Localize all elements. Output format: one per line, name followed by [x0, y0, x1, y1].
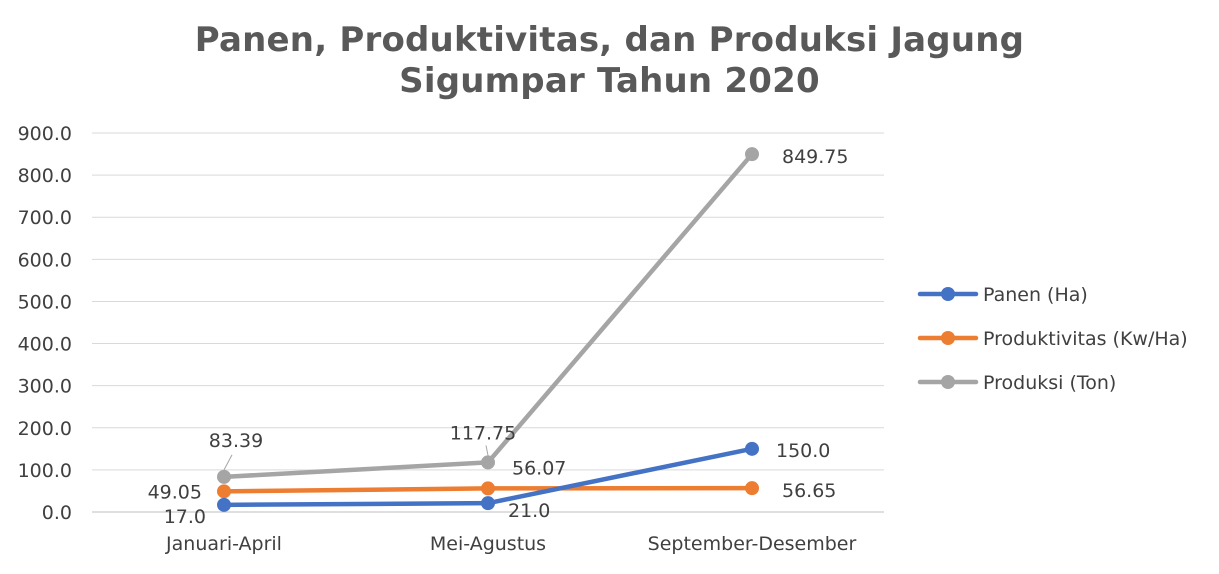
legend-marker — [941, 331, 955, 345]
data-label: 83.39 — [209, 430, 263, 452]
leader-line — [223, 454, 233, 471]
data-label: 17.0 — [164, 506, 206, 528]
y-tick-label: 500.0 — [18, 291, 72, 313]
y-tick-label: 900.0 — [18, 123, 72, 145]
y-tick-label: 300.0 — [18, 376, 72, 398]
data-point — [481, 496, 495, 511]
legend-label: Produksi (Ton) — [983, 372, 1116, 394]
data-label: 49.05 — [148, 481, 202, 503]
data-label: 849.75 — [782, 146, 848, 168]
data-point — [217, 497, 231, 512]
y-tick-label: 600.0 — [18, 249, 72, 271]
data-label: 21.0 — [508, 500, 550, 522]
y-tick-label: 800.0 — [18, 165, 72, 187]
y-tick-label: 0.0 — [42, 502, 72, 524]
data-label: 117.75 — [450, 422, 516, 444]
legend-marker — [941, 287, 955, 301]
y-tick-label: 700.0 — [18, 207, 72, 229]
data-point — [745, 147, 759, 162]
y-tick-label: 400.0 — [18, 334, 72, 356]
x-tick-label: Januari-April — [165, 533, 282, 555]
data-point — [745, 441, 759, 456]
data-point — [481, 481, 495, 496]
x-tick-label: September-Desember — [648, 533, 857, 555]
data-point — [217, 484, 231, 499]
data-point — [745, 481, 759, 496]
data-point — [217, 469, 231, 484]
x-tick-label: Mei-Agustus — [430, 533, 546, 555]
chart-title-line-1: Panen, Produktivitas, dan Produksi Jagun… — [194, 20, 1025, 60]
data-label: 150.0 — [776, 440, 830, 462]
data-label: 56.07 — [512, 457, 566, 479]
legend-marker — [941, 375, 955, 389]
legend-label: Produktivitas (Kw/Ha) — [983, 328, 1188, 350]
data-label: 56.65 — [782, 480, 836, 502]
legend-label: Panen (Ha) — [983, 284, 1088, 306]
leader-line — [485, 445, 489, 456]
y-tick-label: 200.0 — [18, 418, 72, 440]
y-tick-label: 100.0 — [18, 460, 72, 482]
chart-title-line-2: Sigumpar Tahun 2020 — [399, 61, 820, 101]
data-point — [481, 455, 495, 470]
